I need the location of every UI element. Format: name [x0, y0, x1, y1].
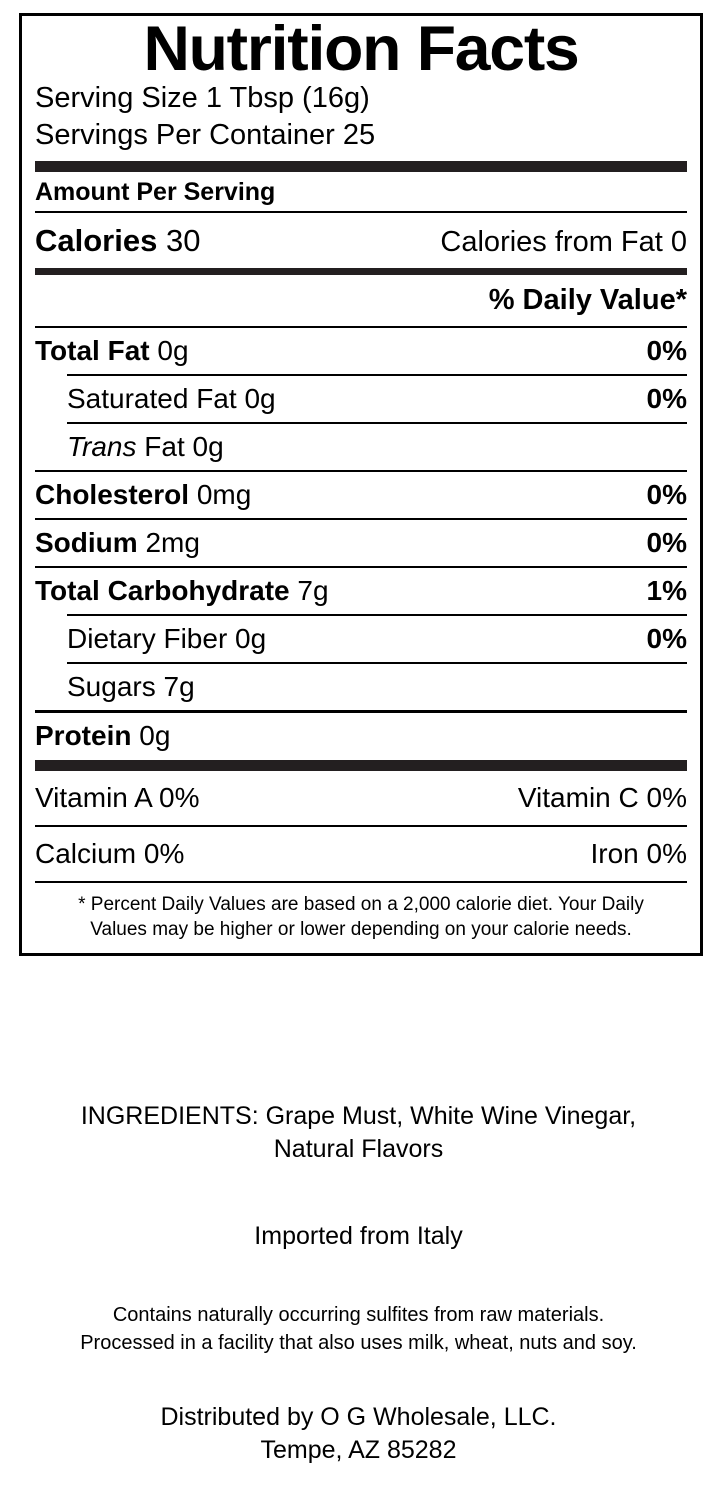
panel-title: Nutrition Facts — [143, 14, 579, 84]
divider-above-footnote — [35, 880, 687, 883]
allergen-line-1: Contains naturally occurring sulfites fr… — [112, 1303, 605, 1326]
nutrient-row: Sodium 2mg 0% — [35, 520, 687, 566]
footnote: * Percent Daily Values are based on a 2,… — [35, 883, 687, 954]
distributor-line-2: Tempe, AZ 85282 — [260, 1435, 457, 1464]
protein-row: Protein 0g — [35, 713, 687, 760]
nutrient-name: Saturated Fat — [67, 382, 237, 414]
nutrient-daily-value: 0% — [646, 334, 687, 366]
nutrient-daily-value: 0% — [646, 526, 687, 558]
vitamin-row: Vitamin A 0% Vitamin C 0% — [35, 771, 687, 825]
nutrient-amount: 0g — [244, 382, 276, 414]
nutrient-left: Dietary Fiber 0g — [35, 622, 267, 654]
divider-thick-top — [35, 160, 687, 172]
nutrition-facts-panel: Nutrition Facts Serving Size 1 Tbsp (16g… — [19, 13, 703, 957]
nutrient-amount: 0g — [235, 622, 267, 654]
nutrient-name: Dietary Fiber — [67, 622, 228, 654]
nutrient-row: Total Carbohydrate 7g 1% — [35, 568, 687, 614]
ingredients-statement: INGREDIENTS: Grape Must, White Wine Vine… — [39, 1100, 679, 1166]
nutrient-left: Cholesterol 0mg — [35, 478, 252, 510]
vitamin-row: Calcium 0% Iron 0% — [35, 827, 687, 881]
distributor-statement: Distributed by O G Wholesale, LLC. Tempe… — [0, 1401, 717, 1466]
calories-row: Calories 30 Calories from Fat 0 — [35, 213, 687, 268]
protein-name: Protein — [35, 719, 132, 751]
nutrient-divider — [35, 517, 687, 520]
vitamin-divider — [35, 824, 687, 827]
ingredients-line-2: Natural Flavors — [273, 1135, 444, 1163]
nutrient-row: Sugars 7g — [35, 664, 687, 710]
amount-per-serving-label: Amount Per Serving — [35, 177, 276, 206]
serving-size: Serving Size 1 Tbsp (16g) — [35, 82, 370, 115]
serving-info: Serving Size 1 Tbsp (16g) Servings Per C… — [35, 80, 687, 160]
divider-above-protein — [35, 709, 687, 713]
vitamin-right: Iron 0% — [590, 837, 688, 869]
imported-statement: Imported from Italy — [254, 1222, 463, 1250]
nutrient-left: Sugars 7g — [35, 670, 195, 702]
nutrient-left: Total Fat 0g — [35, 334, 189, 366]
nutrient-divider — [67, 373, 687, 376]
footnote-line-1: * Percent Daily Values are based on a 2,… — [78, 893, 644, 915]
nutrient-divider — [35, 565, 687, 568]
divider-below-dv-header — [35, 325, 687, 328]
nutrient-amount: 7g — [297, 574, 329, 606]
divider-thick-vitamins — [35, 759, 687, 771]
nutrient-divider — [67, 661, 687, 664]
servings-per-container: Servings Per Container 25 — [35, 119, 376, 152]
nutrient-row: Dietary Fiber 0g 0% — [35, 616, 687, 662]
protein-left: Protein 0g — [35, 719, 171, 751]
nutrient-name: Sugars — [67, 670, 156, 702]
nutrient-amount: 7g — [163, 670, 195, 702]
nutrient-daily-value: 0% — [646, 622, 687, 654]
calories-left: Calories 30 — [35, 223, 200, 259]
nutrient-daily-value: 1% — [646, 574, 687, 606]
calories-label: Calories — [35, 222, 158, 258]
protein-amount: 0g — [139, 719, 171, 751]
nutrient-amount: 2mg — [145, 526, 200, 558]
nutrient-row: Trans Fat 0g — [35, 424, 687, 470]
below-panel-text: INGREDIENTS: Grape Must, White Wine Vine… — [0, 1100, 717, 1466]
divider-below-calories — [35, 267, 687, 275]
ingredients-line-1: INGREDIENTS: Grape Must, White Wine Vine… — [80, 1102, 637, 1130]
vitamin-right: Vitamin C 0% — [517, 781, 687, 813]
daily-value-header: % Daily Value* — [488, 283, 687, 316]
nutrient-row: Cholesterol 0mg 0% — [35, 472, 687, 518]
nutrient-daily-value: 0% — [646, 382, 687, 414]
calories-from-fat: Calories from Fat 0 — [440, 225, 687, 258]
nutrient-name: Sodium — [35, 526, 138, 558]
nutrient-amount: 0g — [157, 334, 189, 366]
nutrient-amount: Fat 0g — [144, 430, 224, 462]
vitamin-left: Vitamin A 0% — [35, 781, 200, 813]
divider-above-calories — [35, 210, 687, 213]
footnote-line-2: Values may be higher or lower depending … — [90, 919, 632, 941]
vitamin-rows: Vitamin A 0% Vitamin C 0% Calcium 0% Iron 0… — [35, 771, 687, 881]
nutrient-left: Sodium 2mg — [35, 526, 200, 558]
nutrient-name: Total Carbohydrate — [35, 574, 290, 606]
nutrient-daily-value: 0% — [646, 478, 687, 510]
nutrient-rows: Total Fat 0g 0% Saturated Fat 0g 0% Trans Fa… — [35, 328, 687, 710]
nutrient-left: Total Carbohydrate 7g — [35, 574, 329, 606]
nutrient-left: Trans Fat 0g — [35, 430, 224, 462]
nutrient-name: Total Fat — [35, 334, 150, 366]
allergen-statement: Contains naturally occurring sulfites fr… — [0, 1301, 717, 1358]
nutrient-row: Saturated Fat 0g 0% — [35, 376, 687, 422]
nutrient-left: Saturated Fat 0g — [35, 382, 276, 414]
vitamin-left: Calcium 0% — [35, 837, 185, 869]
nutrient-name: Cholesterol — [35, 478, 190, 510]
nutrient-name: Trans — [67, 430, 137, 462]
nutrient-amount: 0mg — [196, 478, 252, 510]
nutrient-divider — [35, 469, 687, 472]
calories-value: 30 — [165, 222, 201, 258]
distributor-line-1: Distributed by O G Wholesale, LLC. — [160, 1403, 557, 1432]
nutrient-row: Total Fat 0g 0% — [35, 328, 687, 374]
nutrient-divider — [67, 613, 687, 616]
nutrient-divider — [67, 421, 687, 424]
allergen-line-2: Processed in a facility that also uses m… — [80, 1331, 637, 1354]
